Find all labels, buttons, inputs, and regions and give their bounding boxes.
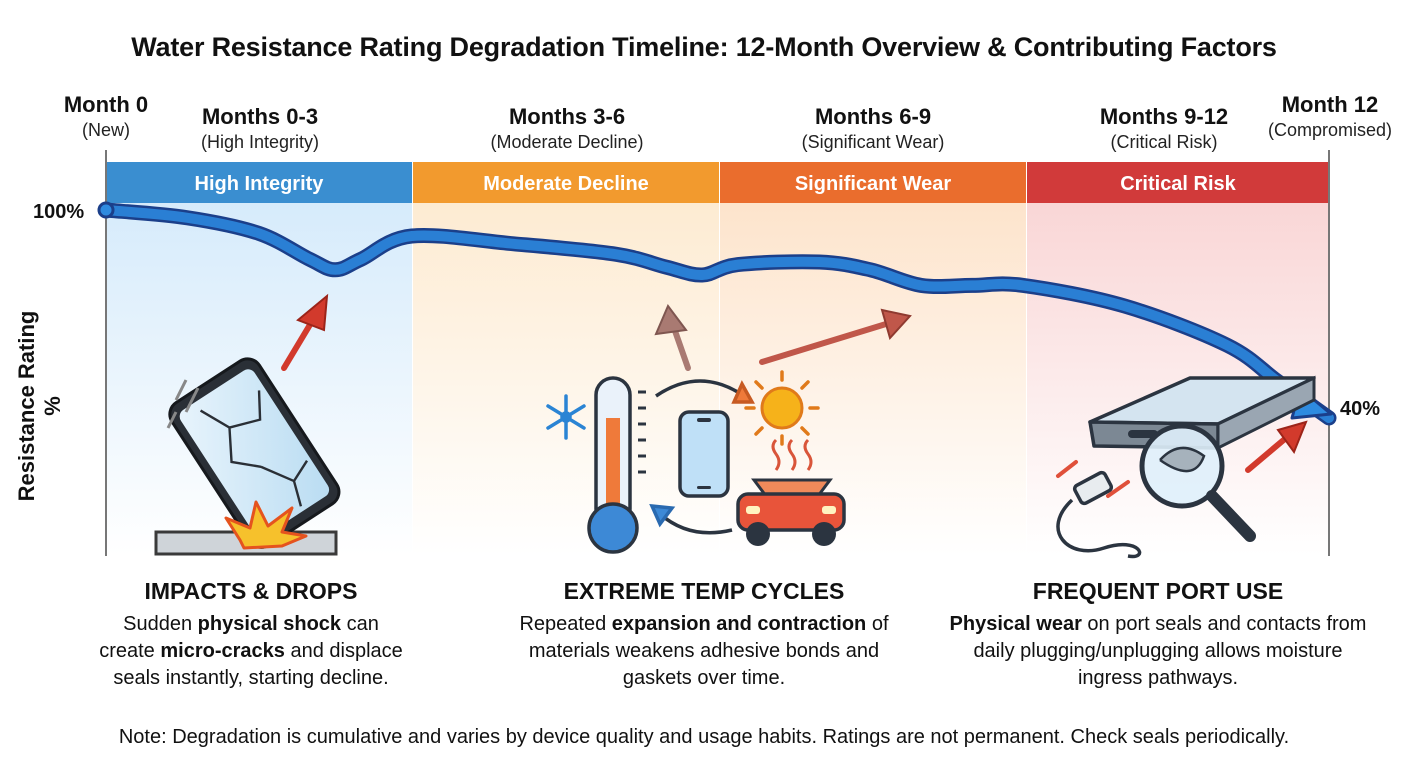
degradation-curve	[101, 205, 1334, 423]
phase-band-3-label: Significant Wear	[795, 173, 952, 195]
phase-heading-3-text: Months 6-9	[814, 104, 932, 129]
phase-heading-2-text: Months 3-6	[508, 104, 626, 129]
month-0-sub: (New)	[82, 120, 130, 140]
factor-temp-title: EXTREME TEMP CYCLES	[563, 578, 845, 604]
heat-cycle-arrows-icon	[649, 379, 755, 535]
factor-impacts: IMPACTS & DROPS Sudden physical shock ca…	[96, 578, 406, 692]
arrow-temp-icon	[654, 304, 912, 371]
phase-band-2: Moderate Decline	[413, 162, 719, 203]
month-12-text: Month 12	[1281, 92, 1379, 117]
month-0-label: Month 0 (New)	[46, 92, 166, 141]
port-wear-arrows-icon	[1056, 460, 1130, 498]
y-tick-100: 100%	[33, 201, 85, 223]
phase-band-2-fill	[413, 162, 719, 203]
chart-title: Water Resistance Rating Degradation Time…	[131, 32, 1277, 62]
factor-impacts-title: IMPACTS & DROPS	[144, 578, 358, 604]
month-0-text: Month 0	[63, 92, 149, 117]
phase-band-4: Critical Risk	[1027, 162, 1329, 203]
phase-heading-2-sub: (Moderate Decline)	[490, 132, 644, 152]
phase-band-2-label: Moderate Decline	[483, 173, 649, 195]
factor-port: FREQUENT PORT USE Physical wear on port …	[948, 578, 1368, 692]
sun-icon	[744, 370, 820, 446]
footnote: Note: Degradation is cumulative and vari…	[118, 726, 1290, 748]
phase-heading-3-sub: (Significant Wear)	[801, 132, 945, 152]
arrow-port-icon	[1245, 420, 1308, 473]
phase-band-4-fill	[1027, 162, 1329, 203]
factor-temp: EXTREME TEMP CYCLES Repeated expansion a…	[498, 578, 910, 692]
month-12-sub: (Compromised)	[1267, 120, 1393, 140]
phase-band-4-label: Critical Risk	[1120, 173, 1236, 195]
phase-band-1: High Integrity	[106, 162, 412, 203]
phase-heading-4-text: Months 9-12	[1099, 104, 1229, 129]
phase-band-3: Significant Wear	[720, 162, 1026, 203]
cable-icon	[1056, 470, 1142, 559]
factor-port-desc: Physical wear on port seals and contacts…	[949, 613, 1367, 689]
phase-heading-1-sub: (High Integrity)	[200, 132, 320, 152]
phase-heading-2: Months 3-6 (Moderate Decline)	[457, 104, 677, 153]
magnifier-icon	[1139, 423, 1256, 542]
phase-band-1-label: High Integrity	[195, 173, 325, 195]
cracked-phone-icon	[154, 357, 341, 556]
phase-band-1-fill	[106, 162, 412, 203]
phase-heading-1: Months 0-3 (High Integrity)	[160, 104, 360, 153]
factor-impacts-desc: Sudden physical shock can create micro-c…	[99, 613, 403, 689]
curve-start-point	[97, 201, 115, 219]
car-icon	[736, 438, 846, 546]
arrow-impact-icon	[281, 293, 329, 371]
month-12-label: Month 12 (Compromised)	[1250, 92, 1408, 141]
snowflake-icon	[546, 394, 586, 440]
phase-heading-4: Months 9-12 (Critical Risk)	[1064, 104, 1264, 153]
phase-heading-4-sub: (Critical Risk)	[1110, 132, 1218, 152]
phase-heading-1-text: Months 0-3	[201, 104, 319, 129]
impact-burst	[224, 500, 308, 550]
factor-port-title: FREQUENT PORT USE	[1032, 578, 1284, 604]
factor-temp-desc: Repeated expansion and contraction of ma…	[519, 613, 889, 689]
phone-icon	[678, 410, 730, 498]
y-tick-40: 40%	[1340, 398, 1381, 420]
phase-heading-3: Months 6-9 (Significant Wear)	[763, 104, 983, 153]
thermometer-icon	[587, 376, 646, 554]
phase-band-3-fill	[720, 162, 1026, 203]
